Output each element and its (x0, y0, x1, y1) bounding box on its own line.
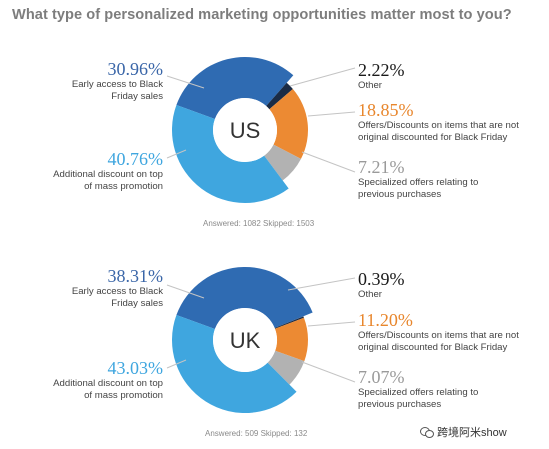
leader-line (166, 75, 205, 89)
us-offers-label: Offers/Discounts on items that are not o… (358, 120, 519, 143)
uk-offers-label: Offers/Discounts on items that are not o… (358, 330, 519, 353)
watermark-text: 跨境阿米show (437, 427, 507, 439)
wechat-icon (420, 426, 434, 438)
us-other-label: Other (358, 80, 382, 91)
leader-line (289, 67, 356, 87)
us-specialized-label: Specialized offers relating to previous … (358, 177, 479, 200)
leader-lines (166, 67, 356, 383)
uk-specialized-label: Specialized offers relating to previous … (358, 387, 479, 410)
uk-early-access-label: Early access to Black Friday sales (71, 286, 163, 309)
uk-donut-hole (213, 308, 277, 372)
leader-line (287, 277, 356, 291)
uk-other-slice (274, 316, 304, 329)
uk-answered-stats: Answered: 509 Skipped: 132 (205, 429, 308, 438)
uk-additional-discount-slice (171, 315, 297, 413)
us-donut-chart: US (172, 57, 308, 203)
leader-line (307, 321, 356, 327)
uk-offers-discounts-slice (274, 317, 308, 362)
us-answered-stats: Answered: 1082 Skipped: 1503 (203, 219, 315, 228)
uk-additional-value: 43.03% (107, 358, 164, 378)
uk-early-access-value: 38.31% (107, 266, 164, 286)
uk-donut-chart: UK (171, 267, 313, 413)
uk-other-label: Other (358, 289, 382, 300)
us-offers-value: 18.85% (358, 100, 414, 120)
us-additional-discount-slice (172, 105, 289, 203)
us-center-label: US (230, 118, 261, 143)
leader-line (166, 149, 187, 159)
uk-additional-label: Additional discount on top of mass promo… (53, 378, 163, 401)
us-additional-label: Additional discount on top of mass promo… (53, 169, 163, 192)
leader-line (166, 359, 187, 369)
chart-title: What type of personalized marketing oppo… (12, 7, 512, 23)
uk-other-value: 0.39% (358, 269, 405, 289)
us-early-access-value: 30.96% (107, 59, 164, 79)
leader-line (307, 111, 356, 117)
uk-early-access-slice (176, 267, 313, 330)
us-early-access-slice (176, 57, 294, 120)
uk-center-label: UK (230, 328, 261, 353)
uk-offers-value: 11.20% (358, 310, 413, 330)
leader-line (301, 361, 356, 383)
us-specialized-slice (264, 144, 301, 181)
watermark: 跨境阿米show (420, 424, 507, 440)
us-specialized-value: 7.21% (358, 157, 405, 177)
us-additional-value: 40.76% (107, 149, 164, 169)
us-early-access-label: Early access to Black Friday sales (71, 79, 163, 102)
uk-specialized-value: 7.07% (358, 367, 405, 387)
us-offers-discounts-slice (269, 89, 308, 159)
leader-line (166, 284, 205, 299)
leader-line (301, 151, 356, 173)
uk-specialized-slice (267, 350, 305, 385)
us-other-value: 2.22% (358, 60, 405, 80)
us-other-slice (266, 82, 293, 110)
us-donut-hole (213, 98, 277, 162)
